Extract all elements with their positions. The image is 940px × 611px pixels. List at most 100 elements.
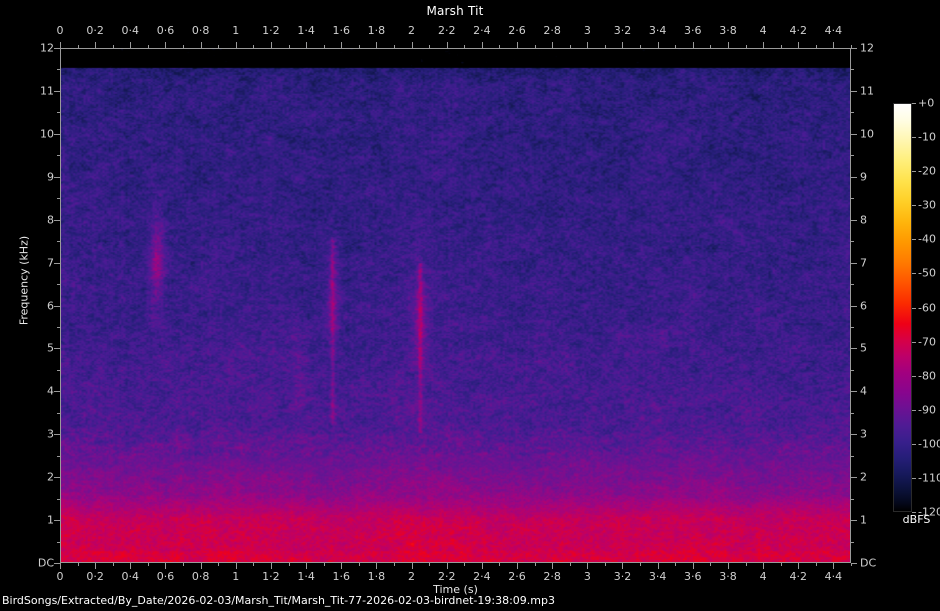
- colorbar-tick-label: +0: [918, 96, 935, 110]
- x-tick-label-top: 2·4: [473, 24, 491, 37]
- colorbar-title: dBFS: [902, 513, 931, 526]
- x-tick-label-top: 2: [408, 24, 416, 37]
- x-tick-bottom: [341, 563, 342, 569]
- x-tick-label-bottom: 1·2: [262, 570, 280, 583]
- y-tick-right: [851, 306, 857, 307]
- x-tick-bottom: [851, 563, 852, 566]
- x-tick-label-bottom: 3·8: [719, 570, 737, 583]
- x-tick-label-bottom: 2: [408, 570, 416, 583]
- colorbar-tick-label: -10: [918, 130, 936, 144]
- x-tick-bottom: [482, 563, 483, 569]
- colorbar-tick-label: -90: [918, 403, 936, 417]
- y-tick-right: [851, 134, 857, 135]
- x-tick-bottom: [324, 563, 325, 566]
- colorbar-tick-label: -100: [918, 437, 940, 451]
- x-tick-label-top: 3·2: [613, 24, 632, 37]
- x-tick-label-top: 1·4: [297, 24, 315, 37]
- colorbar: +0 -10 -20 -30 -40 -50 -60 -70 -80 -90 -100 -110 -12…: [893, 97, 940, 519]
- x-tick-bottom: [183, 563, 184, 566]
- x-tick-label-top: 2·8: [543, 24, 561, 37]
- x-tick-bottom: [253, 563, 254, 566]
- spectrogram-plot-area[interactable]: [60, 48, 851, 563]
- x-tick-bottom: [218, 563, 219, 566]
- y-tick-label-left: 12: [40, 41, 54, 55]
- x-tick-label-bottom: 2·6: [508, 570, 526, 583]
- x-tick-bottom: [833, 563, 834, 569]
- x-tick-bottom: [816, 563, 817, 566]
- y-tick-label-right: DC: [860, 556, 877, 570]
- colorbar-tick: [912, 444, 916, 445]
- x-tick-bottom: [552, 563, 553, 569]
- x-tick-top: [851, 45, 852, 48]
- y-tick-right: [851, 112, 854, 113]
- x-tick-bottom: [95, 563, 96, 569]
- page-title: Marsh Tit: [426, 4, 484, 18]
- y-tick-right: [851, 263, 857, 264]
- y-tick-left: [54, 563, 60, 564]
- x-tick-label-top: 1·8: [367, 24, 386, 37]
- y-tick-right: [851, 370, 854, 371]
- x-tick-bottom: [289, 563, 290, 566]
- x-tick-label-bottom: 4·2: [789, 570, 808, 583]
- y-tick-label-right: 11: [860, 84, 874, 98]
- y-tick-label-left: DC: [37, 556, 54, 570]
- x-tick-bottom: [78, 563, 79, 566]
- y-tick-right: [851, 413, 854, 414]
- x-tick-label-bottom: 4: [759, 570, 767, 583]
- colorbar-tick: [912, 308, 916, 309]
- x-tick-label-top: 1·2: [262, 24, 280, 37]
- x-tick-label-top: 4: [759, 24, 767, 37]
- x-tick-bottom: [640, 563, 641, 566]
- y-tick-right: [851, 563, 857, 564]
- x-tick-bottom: [675, 563, 676, 566]
- colorbar-tick: [912, 103, 916, 104]
- y-tick-label-left: 10: [40, 127, 54, 141]
- x-tick-bottom: [429, 563, 430, 566]
- x-tick-label-bottom: 1·4: [297, 570, 315, 583]
- colorbar-tick: [912, 410, 916, 411]
- x-tick-label-bottom: 0·2: [86, 570, 104, 583]
- x-tick-label-bottom: 3·2: [613, 570, 632, 583]
- colorbar-tick-label: -120: [918, 505, 940, 519]
- x-tick-label-top: 0·8: [191, 24, 210, 37]
- x-tick-label-top: 3: [583, 24, 591, 37]
- x-tick-bottom: [464, 563, 465, 566]
- x-tick-label-top: 0: [56, 24, 64, 37]
- y-tick-label-left: 4: [47, 384, 54, 398]
- x-tick-label-bottom: 3: [583, 570, 591, 583]
- x-tick-label-bottom: 0·8: [191, 570, 210, 583]
- spectrogram-image: [61, 49, 850, 562]
- x-tick-bottom: [658, 563, 659, 569]
- x-tick-label-bottom: 3·6: [684, 570, 702, 583]
- x-tick-label-bottom: 2·4: [473, 570, 491, 583]
- y-tick-right: [851, 327, 854, 328]
- y-tick-right: [851, 69, 854, 70]
- x-tick-bottom: [535, 563, 536, 566]
- y-tick-right: [851, 391, 857, 392]
- y-tick-right: [851, 456, 854, 457]
- x-tick-bottom: [60, 563, 61, 569]
- x-tick-bottom: [605, 563, 606, 566]
- y-tick-label-left: 11: [40, 84, 54, 98]
- x-tick-bottom: [201, 563, 202, 569]
- x-tick-bottom: [710, 563, 711, 566]
- x-tick-bottom: [113, 563, 114, 566]
- y-tick-label-left: 1: [47, 513, 54, 527]
- y-tick-right: [851, 499, 854, 500]
- colorbar-tick: [912, 171, 916, 172]
- y-tick-right: [851, 284, 854, 285]
- y-tick-right: [851, 348, 857, 349]
- x-tick-label-top: 0·2: [86, 24, 104, 37]
- x-tick-label-bottom: 1: [232, 570, 240, 583]
- x-tick-bottom: [763, 563, 764, 569]
- x-tick-bottom: [306, 563, 307, 569]
- y-tick-right: [851, 177, 857, 178]
- y-tick-right: [851, 91, 857, 92]
- file-path-caption: BirdSongs/Extracted/By_Date/2026-02-03/M…: [2, 594, 555, 607]
- x-tick-bottom: [376, 563, 377, 569]
- y-axis-label: Frequency (kHz): [17, 235, 31, 326]
- x-tick-bottom: [622, 563, 623, 569]
- colorbar-tick-label: -20: [918, 164, 936, 178]
- x-tick-label-bottom: 4·4: [824, 570, 843, 583]
- x-tick-label-bottom: 0: [56, 570, 64, 583]
